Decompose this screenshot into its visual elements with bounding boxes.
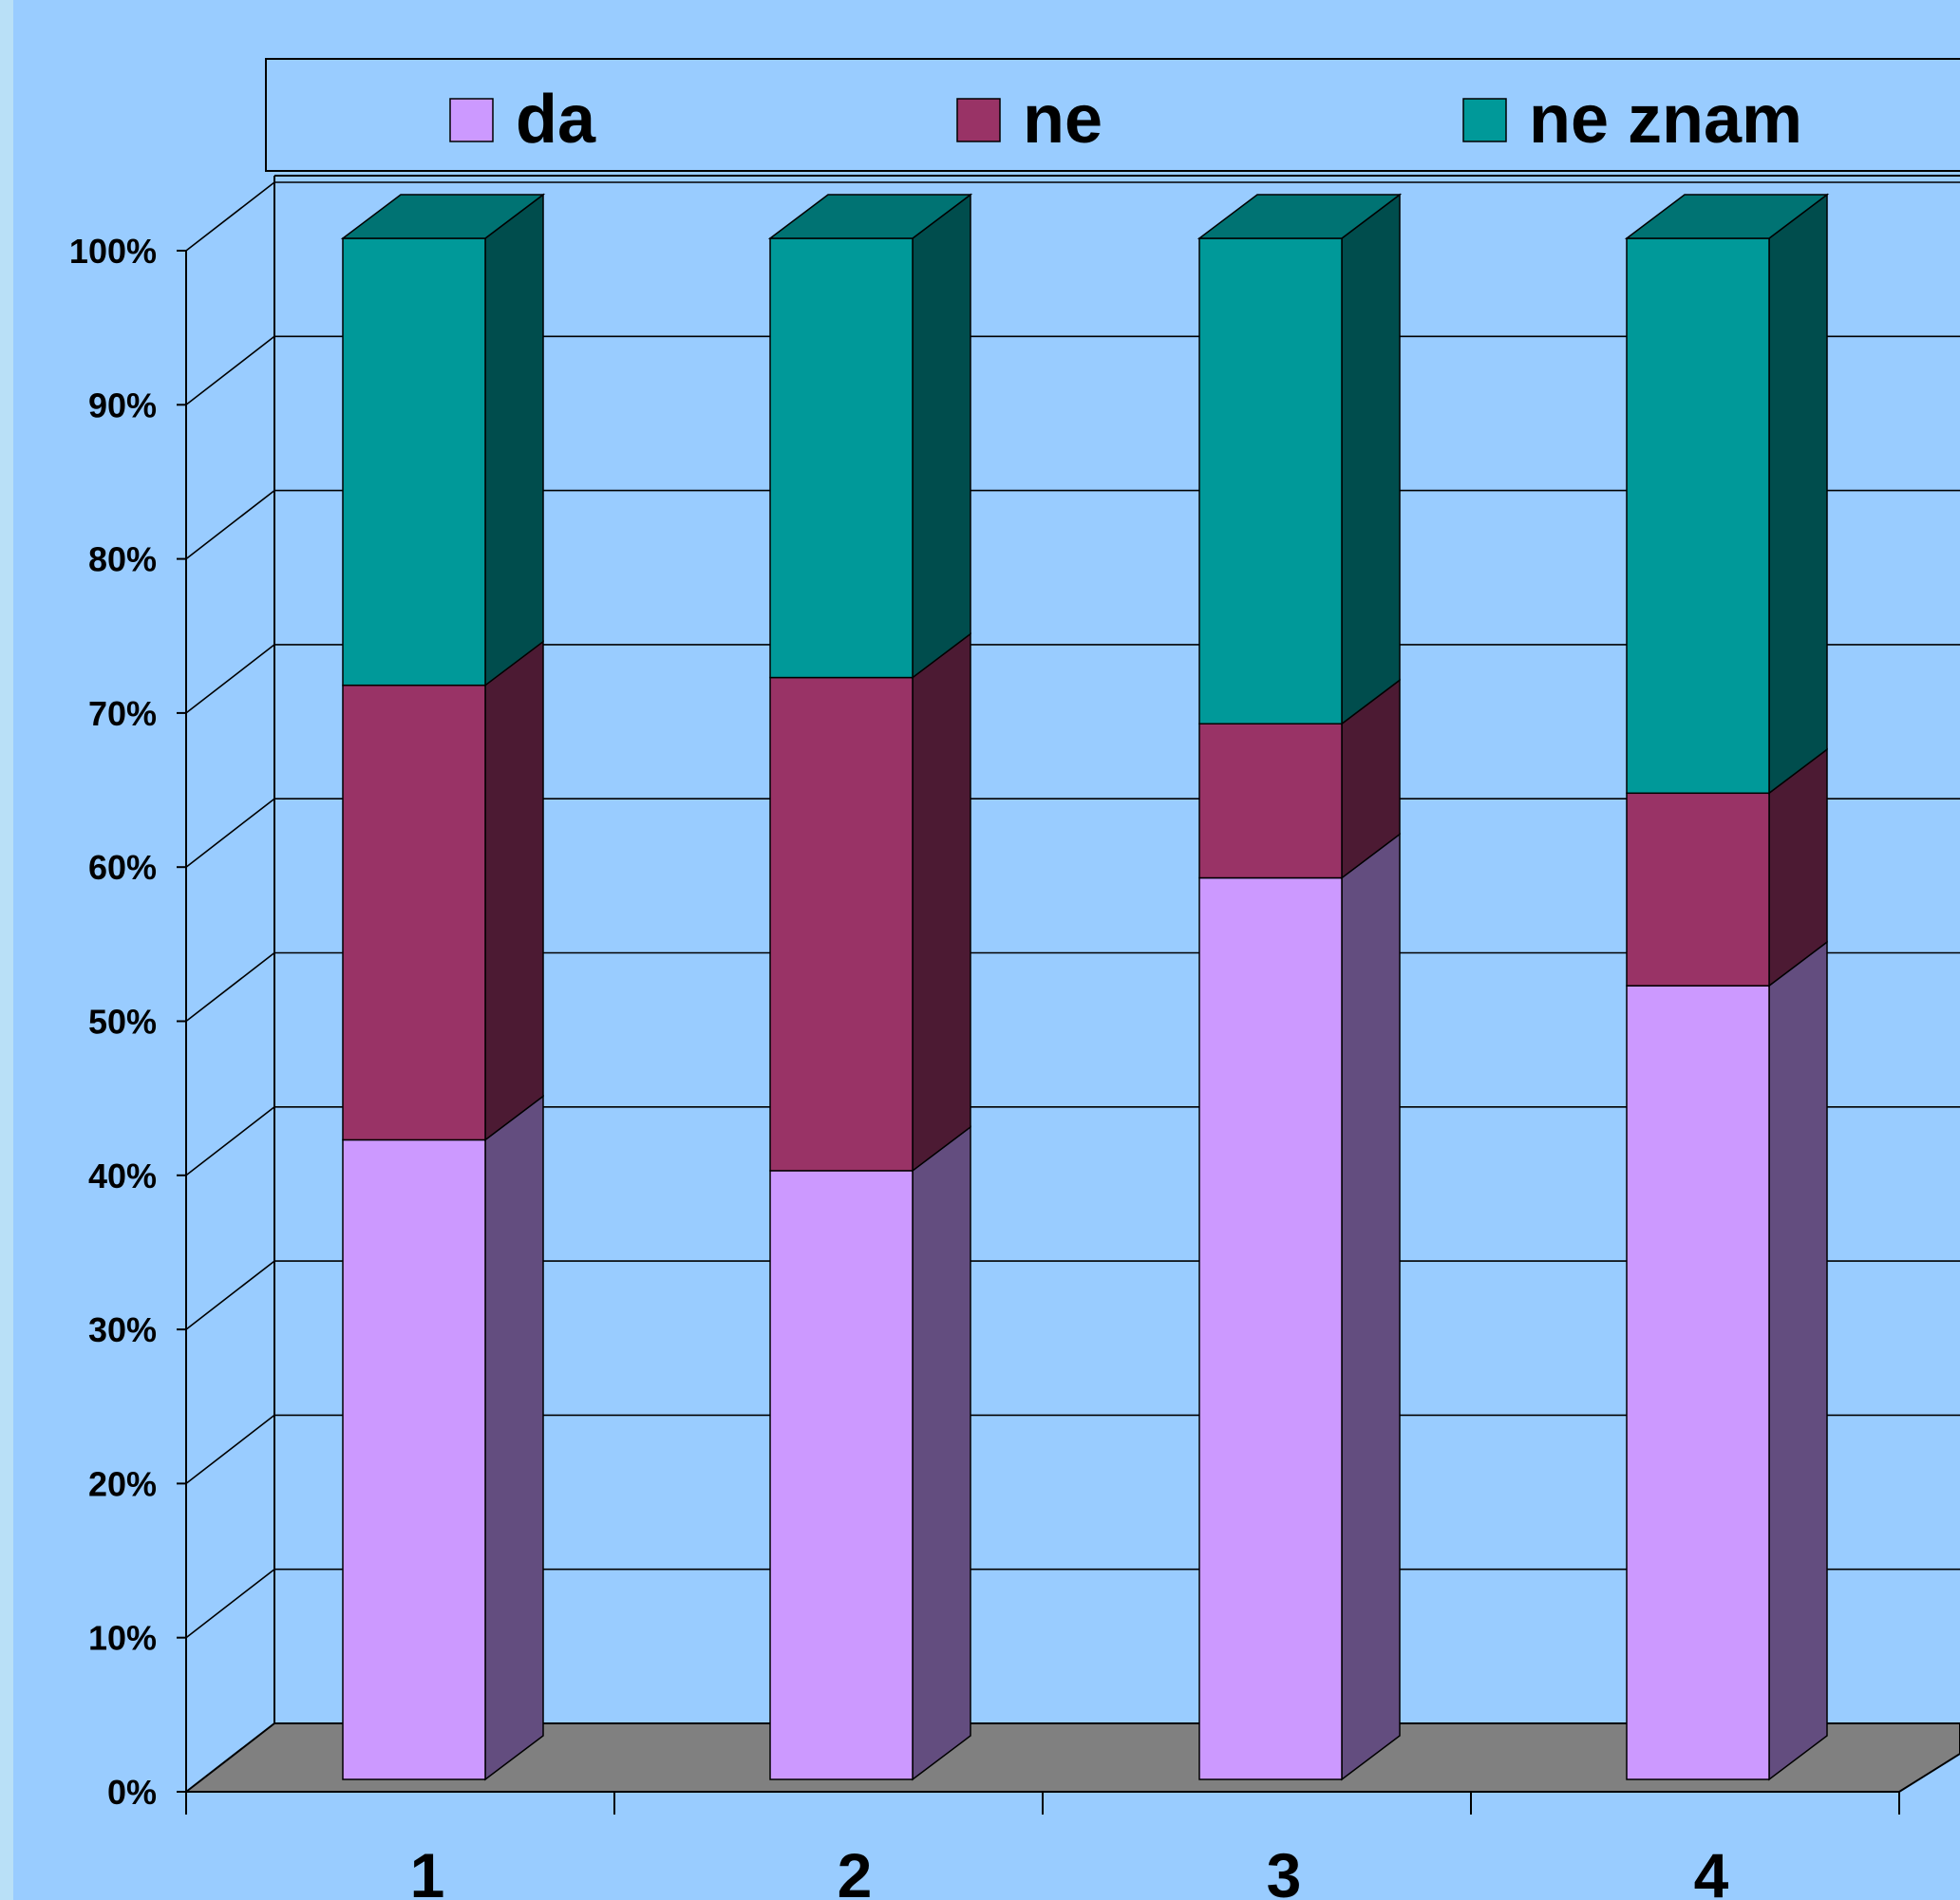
legend-swatch <box>956 98 1001 142</box>
y-tick-label: 0% <box>107 1773 157 1812</box>
y-tick-label: 50% <box>88 1003 157 1042</box>
bar-segment <box>769 676 914 1172</box>
bar-segment-side <box>1341 833 1401 1781</box>
bar-segment <box>1626 237 1770 795</box>
gridline-depth <box>185 1569 275 1639</box>
bar-segment <box>342 684 486 1141</box>
y-tick-label: 70% <box>88 694 157 733</box>
y-tick-label: 80% <box>88 540 157 579</box>
bar-segment <box>342 237 486 687</box>
x-tick-label: 1 <box>410 1840 445 1900</box>
y-tick-label: 40% <box>88 1157 157 1195</box>
bar-segment-side <box>912 193 971 680</box>
gridline-depth <box>185 798 275 868</box>
y-tick-label: 10% <box>88 1619 157 1658</box>
legend-swatch <box>1462 98 1507 142</box>
bar-segment <box>1626 985 1770 1780</box>
bar-segment <box>1198 876 1343 1780</box>
gridline-depth <box>185 1106 275 1176</box>
gridline-depth <box>185 1414 275 1485</box>
gridline-depth <box>185 181 275 252</box>
y-tick-label: 60% <box>88 848 157 887</box>
bar-segment-side <box>912 632 971 1173</box>
gridline-depth <box>185 489 275 560</box>
bar-segment-side <box>1768 193 1828 795</box>
bar-segment-side <box>484 193 544 687</box>
left-border-strip <box>0 0 13 1900</box>
bar-segment <box>1198 723 1343 879</box>
legend: da ne ne znam <box>265 58 1960 172</box>
y-tick-label: 100% <box>69 232 157 271</box>
legend-label: da <box>516 82 596 158</box>
bar-segment <box>769 237 914 679</box>
bar-top-cap <box>1197 194 1403 239</box>
legend-swatch <box>449 98 494 142</box>
y-tick-label: 90% <box>88 386 157 424</box>
x-tick-label: 4 <box>1694 1840 1729 1900</box>
bar-top-cap <box>767 194 973 239</box>
axis-layer: 0% 10% 20% 30% 40% 50% 60% 70% 80% 90% 100% 1 2 3 4 <box>69 232 1900 1900</box>
gridline-depth <box>185 335 275 405</box>
bar-segment <box>769 1170 914 1780</box>
y-tick-label: 30% <box>88 1310 157 1349</box>
bar-top-cap <box>340 194 546 239</box>
legend-label: ne znam <box>1529 82 1802 158</box>
bars-layer <box>340 193 1830 1781</box>
bar-segment-side <box>1341 193 1401 725</box>
bar-segment <box>342 1138 486 1780</box>
gridline-depth <box>185 644 275 714</box>
bar-top-cap <box>1624 194 1830 239</box>
bar-segment-side <box>1768 940 1828 1781</box>
bar-segment <box>1626 792 1770 987</box>
legend-box <box>265 58 1960 172</box>
y-tick-label: 20% <box>88 1464 157 1503</box>
x-tick-label: 3 <box>1267 1840 1302 1900</box>
legend-label: ne <box>1023 82 1102 158</box>
bar-segment-side <box>484 640 544 1141</box>
x-tick-label: 2 <box>838 1840 873 1900</box>
bar-segment-side <box>484 1094 544 1781</box>
gridline-depth <box>185 1260 275 1330</box>
bar-segment-side <box>912 1125 971 1781</box>
gridline-depth <box>185 951 275 1023</box>
bar-segment <box>1198 237 1343 724</box>
